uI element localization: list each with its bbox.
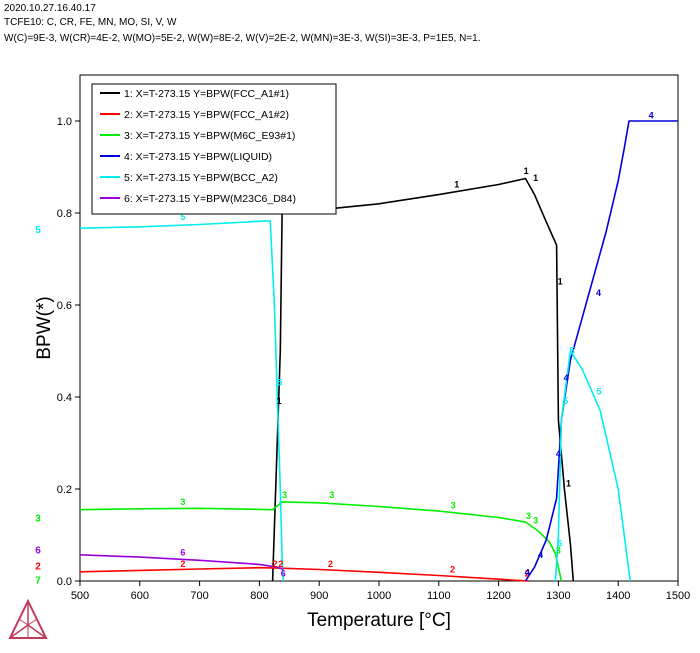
curve-label-1: 1	[558, 276, 563, 286]
legend: 1: X=T-273.15 Y=BPW(FCC_A1#1) 2: X=T-273.…	[91, 83, 337, 215]
side-label-5: 5	[35, 225, 41, 236]
axes: 500 600 700 800 900 1000 1100 1200 1300 1400 1500 0…	[57, 116, 691, 602]
curve-label-2: 2	[328, 559, 333, 569]
curve-label-4: 4	[564, 373, 569, 383]
series-4-line	[524, 120, 678, 582]
curve-label-6: 6	[180, 548, 185, 558]
side-label-6: 6	[35, 546, 41, 557]
y-tick-label: 0.2	[57, 484, 72, 496]
legend-entry-6: 6: X=T-273.15 Y=BPW(M23C6_D84)	[124, 193, 296, 205]
curve-label-3: 3	[282, 490, 287, 500]
database-elements: TCFE10: C, CR, FE, MN, MO, SI, V, W	[4, 17, 177, 28]
x-tick-label: 500	[71, 590, 89, 602]
thermo-calc-triangle-logo	[8, 598, 48, 639]
curve-label-3: 3	[329, 490, 334, 500]
x-tick-label: 900	[310, 590, 328, 602]
x-tick-label: 1400	[606, 590, 630, 602]
x-tick-label: 1500	[666, 590, 690, 602]
curve-label-5: 5	[557, 539, 562, 549]
curve-label-4: 4	[596, 288, 601, 298]
curve-label-2: 2	[278, 559, 283, 569]
curve-label-5: 5	[180, 212, 185, 222]
legend-entry-4: 4: X=T-273.15 Y=BPW(LIQUID)	[124, 151, 272, 163]
series-5-line	[79, 220, 285, 582]
y-tick-label: 0.8	[57, 208, 72, 220]
curve-label-3: 3	[180, 497, 185, 507]
curve-label-5: 5	[570, 345, 575, 355]
curve-label-1: 1	[277, 396, 282, 406]
curve-label-5: 5	[277, 378, 282, 388]
legend-entry-3: 3: X=T-273.15 Y=BPW(M6C_E93#1)	[124, 130, 295, 142]
curve-label-2: 2	[525, 568, 530, 578]
y-tick-label: 0.6	[57, 300, 72, 312]
curve-label-1: 1	[524, 166, 529, 176]
x-tick-label: 800	[250, 590, 268, 602]
curve-label-4: 4	[525, 567, 530, 577]
series-5b-line	[554, 350, 631, 582]
side-label-3: 3	[35, 514, 41, 525]
y-axis-title: BPW(*)	[34, 296, 55, 359]
x-tick-label: 1100	[427, 590, 451, 602]
curve-label-2: 2	[450, 565, 455, 575]
curve-label-3: 3	[556, 545, 561, 555]
legend-box	[91, 83, 337, 215]
legend-entry-1: 1: X=T-273.15 Y=BPW(FCC_A1#1)	[124, 88, 289, 100]
curve-labels: 1111111122222233333334444445555556653627	[35, 111, 653, 587]
y-tick-label: 0.4	[57, 392, 72, 404]
side-label-7: 7	[35, 576, 41, 587]
series-2-line	[79, 566, 529, 582]
x-axis-title: Temperature [°C]	[307, 610, 451, 631]
curve-label-6: 6	[281, 568, 286, 578]
legend-entry-2: 2: X=T-273.15 Y=BPW(FCC_A1#2)	[124, 109, 289, 121]
curve-label-3: 3	[533, 516, 538, 526]
curve-label-1: 1	[566, 479, 571, 489]
timestamp: 2020.10.27.16.40.17	[4, 3, 96, 14]
y-tick-label: 0.0	[57, 576, 72, 588]
x-tick-label: 1200	[486, 590, 510, 602]
curve-label-3: 3	[451, 500, 456, 510]
curve-label-4: 4	[538, 550, 543, 560]
y-tick-label: 1.0	[57, 116, 72, 128]
curve-label-5: 5	[563, 396, 568, 406]
series-6-line	[79, 554, 284, 571]
x-tick-label: 1300	[546, 590, 570, 602]
curve-label-2: 2	[180, 559, 185, 569]
curve-label-3: 3	[526, 511, 531, 521]
x-tick-label: 1000	[367, 590, 391, 602]
side-label-2: 2	[35, 561, 41, 572]
curve-label-1: 1	[454, 180, 459, 190]
curve-label-4: 4	[556, 449, 561, 459]
series-3-line	[79, 501, 563, 582]
legend-entry-5: 5: X=T-273.15 Y=BPW(BCC_A2)	[124, 172, 278, 184]
curve-label-1: 1	[533, 173, 538, 183]
x-tick-label: 600	[131, 590, 149, 602]
x-tick-label: 700	[190, 590, 208, 602]
conditions: W(C)=9E-3, W(CR)=4E-2, W(MO)=5E-2, W(W)=…	[4, 33, 481, 44]
curve-label-4: 4	[649, 111, 654, 121]
curve-label-5: 5	[597, 387, 602, 397]
curve-label-2: 2	[272, 559, 277, 569]
